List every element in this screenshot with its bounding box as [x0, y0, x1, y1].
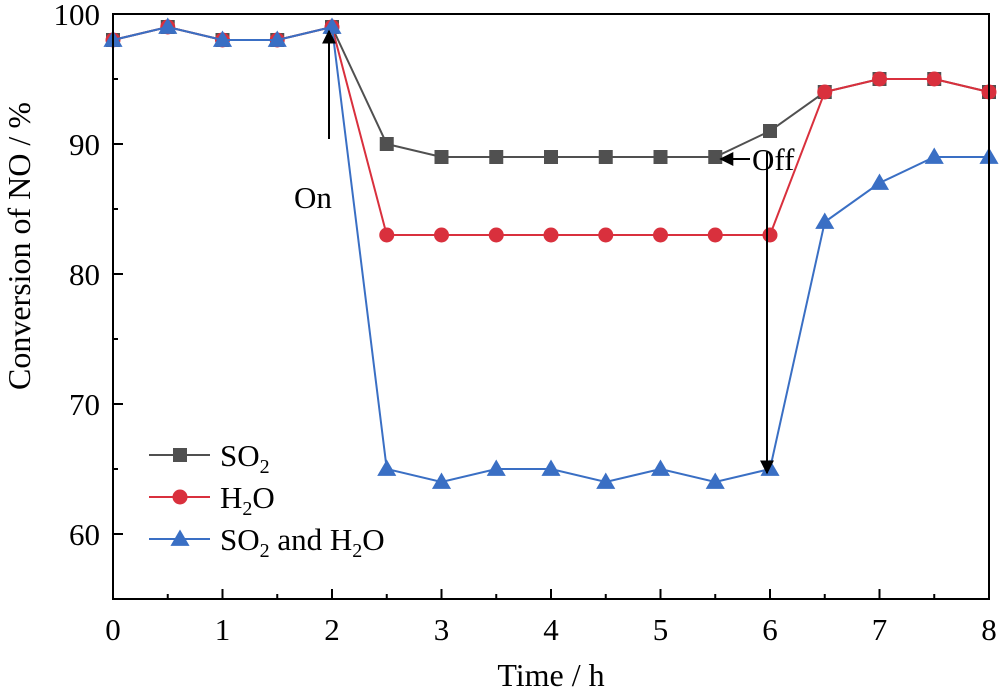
x-tick-label: 3: [434, 612, 450, 647]
x-tick-label: 2: [324, 612, 340, 647]
data-point: [377, 459, 397, 476]
data-point: [815, 212, 835, 229]
data-point: [212, 30, 233, 47]
data-point: [598, 227, 614, 243]
data-point: [486, 459, 506, 476]
legend-swatch-marker: [172, 489, 188, 505]
data-point: [707, 227, 723, 243]
legend-subscript: 2: [242, 498, 252, 520]
data-point: [489, 150, 504, 164]
data-point: [763, 124, 777, 138]
data-point: [598, 150, 613, 164]
data-point: [379, 227, 395, 243]
x-tick-label: 4: [543, 612, 559, 647]
legend-subscript: 2: [260, 456, 270, 478]
data-point: [869, 173, 890, 190]
series-line: [112, 25, 989, 484]
data-point: [924, 147, 944, 164]
data-point: [158, 17, 178, 34]
legend-subscript: 2: [260, 540, 270, 562]
annotation-layer: On Off: [294, 29, 795, 475]
x-tick-label: 6: [762, 612, 778, 647]
data-point: [650, 459, 671, 476]
legend-swatch-marker: [173, 448, 187, 462]
legend-item: SO2: [149, 438, 270, 478]
data-point: [817, 84, 833, 100]
legend-text: O: [252, 480, 274, 515]
legend-text: SO: [220, 522, 260, 557]
series-line: [112, 25, 990, 158]
y-tick-label: 80: [69, 257, 100, 292]
data-point: [762, 227, 778, 243]
y-tick-label: 90: [69, 127, 100, 162]
data-point: [267, 30, 287, 47]
legend-text: SO: [220, 438, 260, 473]
data-point: [653, 227, 668, 243]
annotation-label: On: [294, 180, 332, 215]
legend-text: and H: [270, 522, 353, 557]
data-point: [926, 71, 942, 87]
data-point: [705, 472, 725, 489]
legend-subscript: 2: [352, 540, 362, 562]
data-point: [543, 227, 559, 243]
data-point: [872, 71, 887, 87]
legend-swatch-marker: [170, 529, 190, 546]
data-point: [379, 137, 394, 151]
data-point: [760, 459, 780, 476]
legend-label: H2O: [220, 480, 275, 520]
series-line: [112, 25, 990, 236]
series-1: [105, 19, 997, 243]
data-point: [541, 459, 561, 476]
y-axis-title: Conversion of NO / %: [1, 102, 37, 390]
y-tick-label: 70: [69, 387, 100, 422]
legend-label: SO2 and H2O: [220, 522, 385, 562]
legend-text: H: [220, 480, 242, 515]
data-point: [488, 227, 504, 243]
x-tick-label: 1: [215, 612, 231, 647]
data-point: [434, 227, 449, 243]
series-2: [103, 17, 999, 489]
data-point: [434, 150, 449, 164]
x-axis-title: Time / h: [497, 657, 604, 692]
legend-text: O: [362, 522, 384, 557]
x-tick-label: 7: [872, 612, 888, 647]
data-point: [708, 150, 723, 164]
data-point: [431, 472, 452, 489]
data-point: [596, 472, 616, 489]
series-0: [106, 20, 996, 164]
data-point: [653, 150, 668, 164]
plot-frame: [112, 13, 990, 600]
x-tick-label: 0: [105, 612, 121, 647]
legend-item: H2O: [149, 480, 275, 520]
y-tick-label: 100: [54, 0, 101, 32]
x-tick-label: 8: [981, 612, 997, 647]
legend-item: SO2 and H2O: [149, 522, 385, 562]
ticks-layer: 0 1 2 3 4 5 6 7 8 60 70 80 90 100: [54, 0, 997, 647]
legend-label: SO2: [220, 438, 270, 478]
x-tick-label: 5: [653, 612, 669, 647]
data-point: [544, 150, 558, 164]
y-tick-label: 60: [69, 517, 100, 552]
series-layer: [103, 17, 999, 489]
annotation-label: Off: [752, 142, 795, 177]
